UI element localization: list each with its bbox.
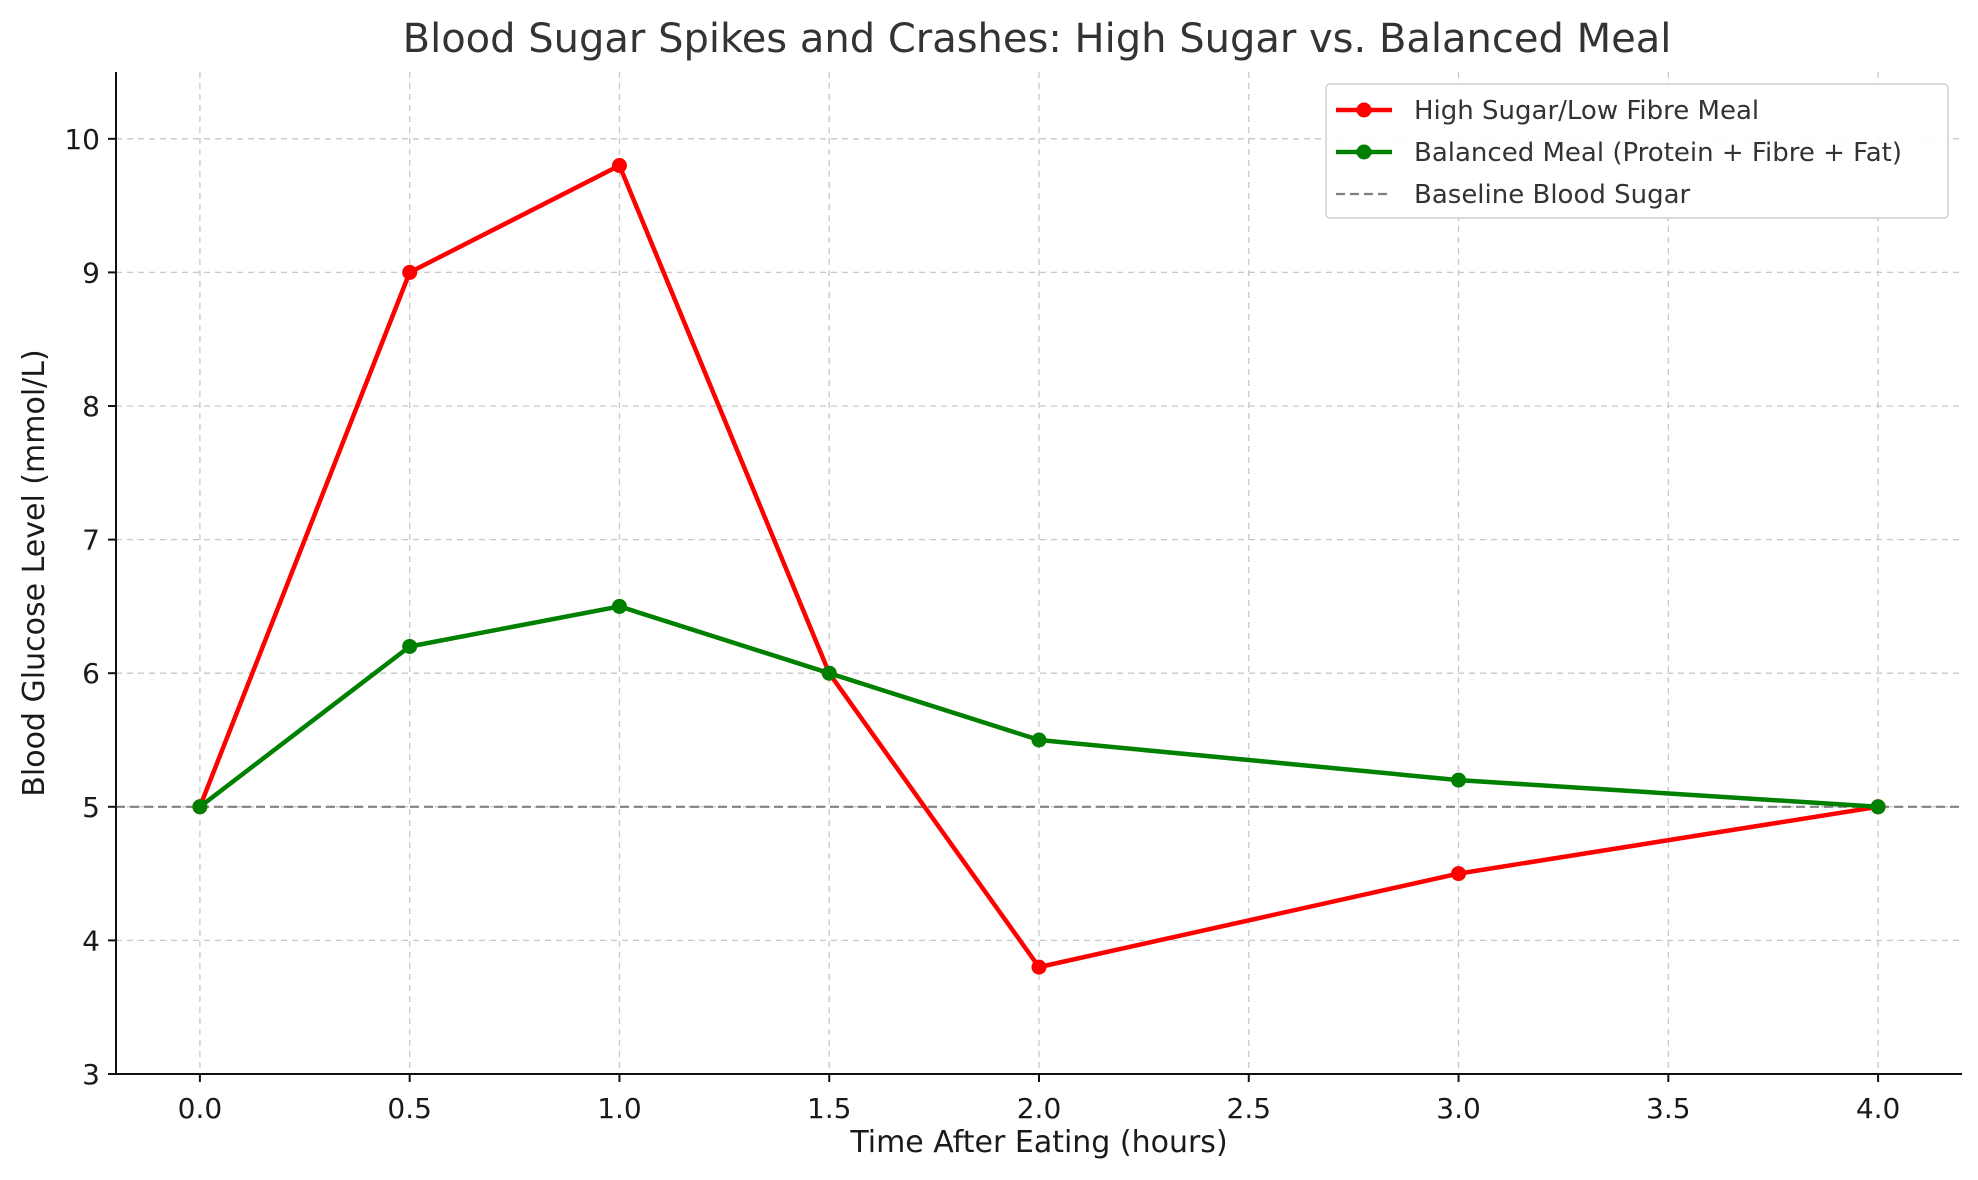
legend-frame bbox=[1325, 83, 1949, 219]
series-0 bbox=[192, 158, 1886, 975]
x-axis-label: Time After Eating (hours) bbox=[849, 1125, 1227, 1160]
data-point bbox=[1451, 772, 1467, 788]
grid bbox=[116, 72, 1962, 1075]
data-point bbox=[192, 799, 208, 815]
x-tick-label: 2.0 bbox=[1017, 1092, 1062, 1125]
y-tick-label: 8 bbox=[82, 390, 100, 423]
y-tick-label: 10 bbox=[64, 123, 100, 156]
legend-label: Balanced Meal (Protein + Fibre + Fat) bbox=[1414, 138, 1902, 168]
series-1 bbox=[192, 598, 1886, 815]
legend-marker bbox=[1356, 144, 1372, 160]
legend-item: Baseline Blood Sugar bbox=[1336, 180, 1691, 210]
chart-title: Blood Sugar Spikes and Crashes: High Sug… bbox=[403, 16, 1672, 62]
x-tick-label: 0.0 bbox=[178, 1092, 223, 1125]
y-tick-label: 7 bbox=[82, 524, 100, 557]
legend-item: High Sugar/Low Fibre Meal bbox=[1336, 96, 1759, 126]
data-point bbox=[1870, 799, 1886, 815]
data-point bbox=[402, 264, 418, 280]
data-point bbox=[611, 598, 627, 614]
y-axis-label: Blood Glucose Level (mmol/L) bbox=[17, 349, 52, 796]
x-tick-label: 0.5 bbox=[387, 1092, 432, 1125]
data-point bbox=[821, 665, 837, 681]
x-tick-label: 1.0 bbox=[597, 1092, 642, 1125]
y-tick-label: 9 bbox=[82, 256, 100, 289]
legend-marker bbox=[1356, 102, 1372, 118]
y-tick-label: 6 bbox=[82, 657, 100, 690]
ticks: 0.0 0.5 1.0 1.5 2.0 2.5 3.0 3.5 4.0 3 4 5 6 7 8 9 10 bbox=[64, 123, 1900, 1125]
legend-label: Baseline Blood Sugar bbox=[1414, 180, 1691, 210]
x-tick-label: 3.5 bbox=[1646, 1092, 1691, 1125]
y-tick-label: 4 bbox=[82, 924, 100, 957]
data-point bbox=[1031, 732, 1047, 748]
y-tick-label: 5 bbox=[82, 791, 100, 824]
legend-item: Balanced Meal (Protein + Fibre + Fat) bbox=[1336, 138, 1902, 168]
legend: High Sugar/Low Fibre Meal Balanced Meal (… bbox=[1325, 83, 1949, 219]
y-tick-label: 3 bbox=[82, 1058, 100, 1091]
data-point bbox=[1451, 866, 1467, 882]
data-point bbox=[402, 638, 418, 654]
data-point bbox=[611, 158, 627, 174]
x-tick-label: 4.0 bbox=[1856, 1092, 1901, 1125]
x-tick-label: 1.5 bbox=[807, 1092, 852, 1125]
x-tick-label: 3.0 bbox=[1436, 1092, 1481, 1125]
legend-label: High Sugar/Low Fibre Meal bbox=[1414, 96, 1759, 126]
x-tick-label: 2.5 bbox=[1227, 1092, 1272, 1125]
data-series bbox=[192, 158, 1886, 975]
data-point bbox=[1031, 959, 1047, 975]
